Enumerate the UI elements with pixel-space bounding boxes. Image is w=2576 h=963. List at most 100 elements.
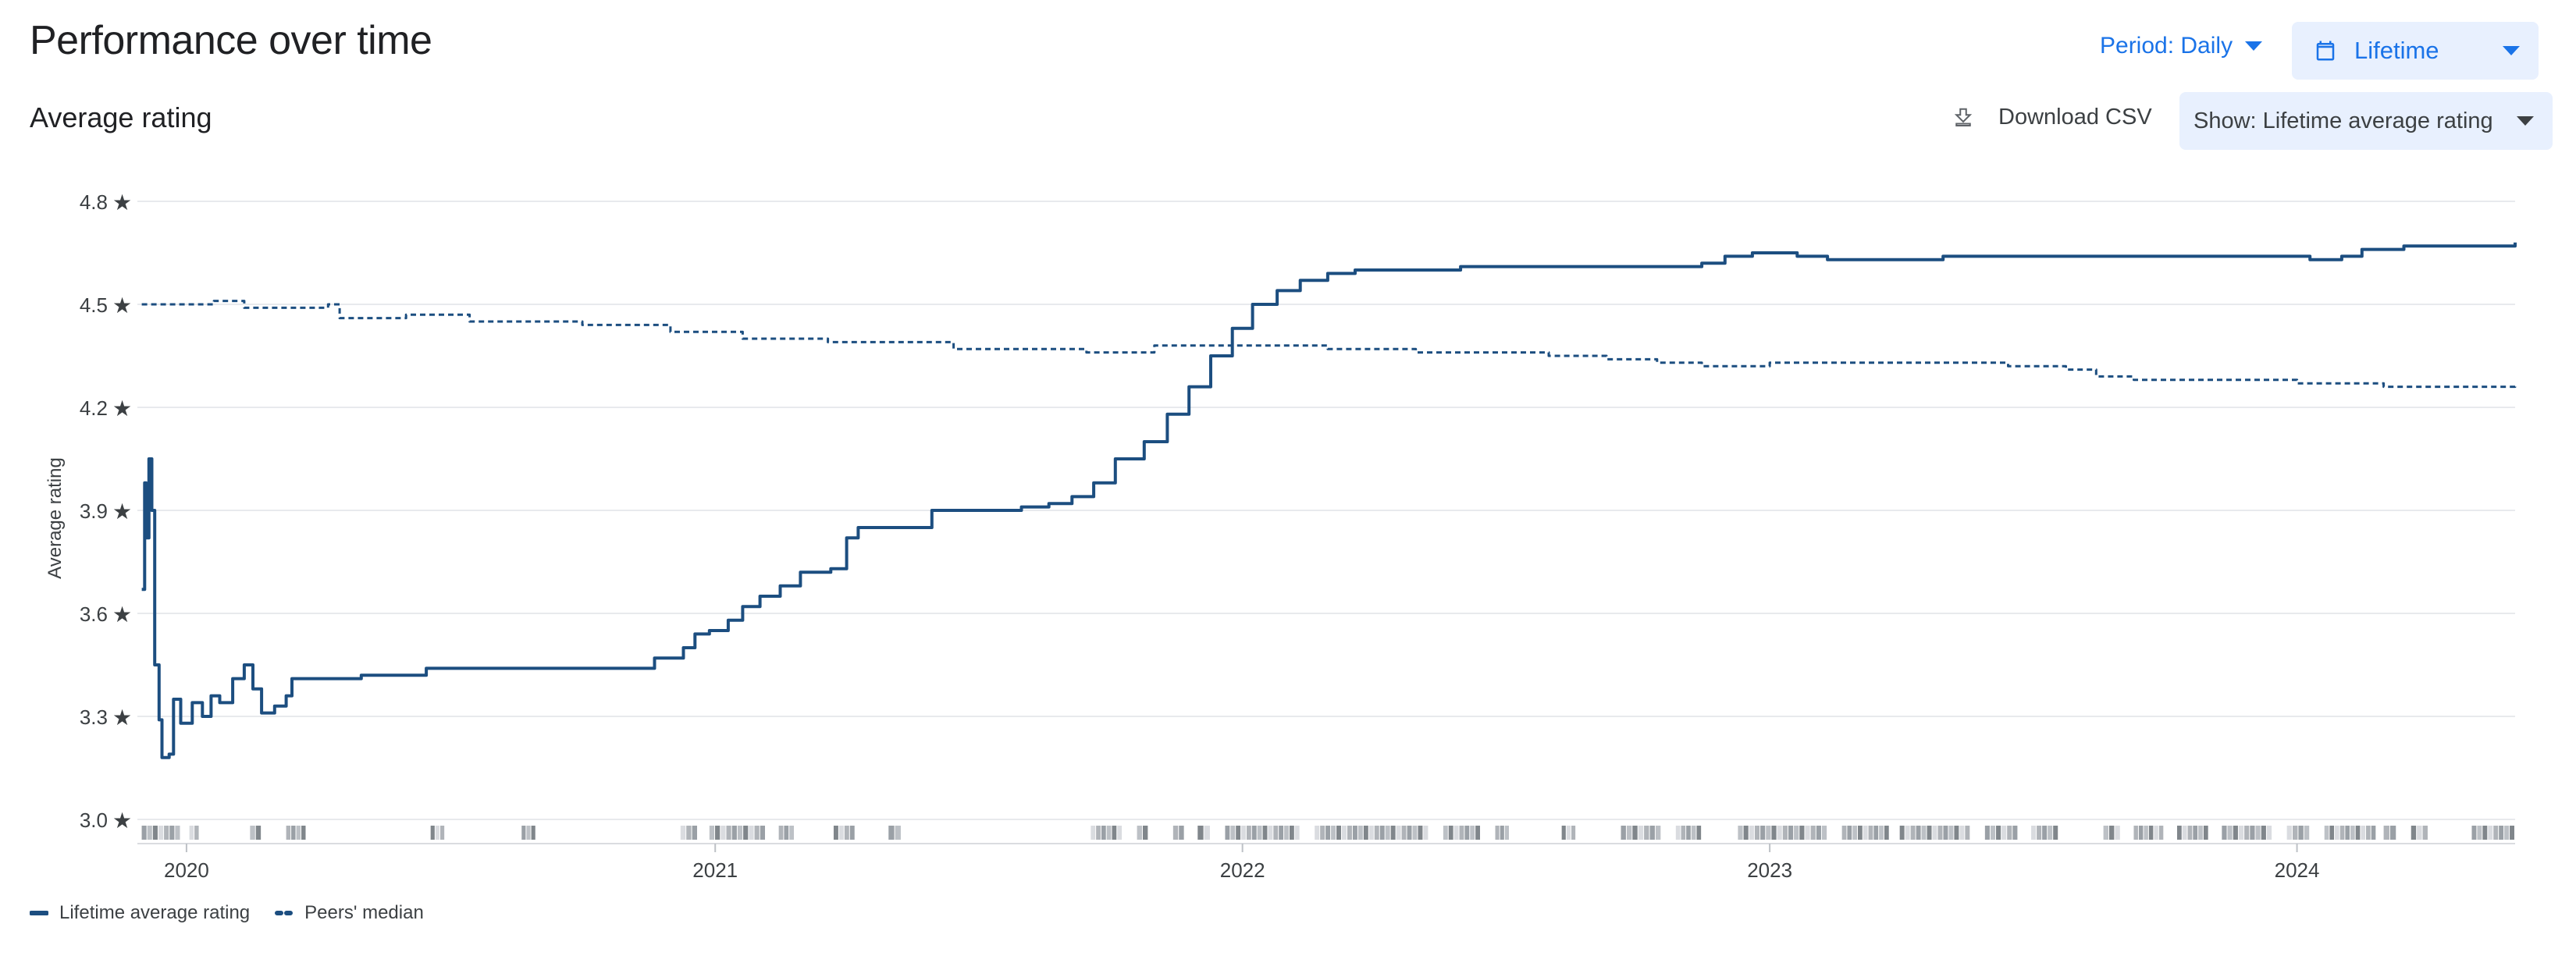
activity-tick [1916,826,1921,840]
activity-tick [2182,826,2187,840]
activity-tick [1246,826,1251,840]
activity-tick [152,826,158,840]
activity-tick [1638,826,1644,840]
activity-tick [2158,826,2164,840]
download-csv-button[interactable]: Download CSV [1952,105,2152,130]
activity-tick [1464,826,1470,840]
activity-tick [286,826,291,840]
activity-tick [1649,826,1655,840]
activity-tick [175,826,180,840]
activity-tick [1626,826,1632,840]
activity-tick [1091,826,1096,840]
activity-tick [2108,826,2115,840]
activity-tick [1954,826,1959,840]
activity-tick [844,826,849,840]
activity-tick [1777,826,1782,840]
chart-legend: Lifetime average rating Peers' median [30,902,449,924]
activity-tick [1675,826,1681,840]
legend-item-peers-median[interactable]: Peers' median [275,902,424,924]
period-dropdown[interactable]: Period: Daily [2100,33,2263,59]
activity-tick [1251,826,1257,840]
activity-tick [1996,826,2001,840]
activity-tick [2037,826,2042,840]
activity-tick [1788,826,1794,840]
chevron-down-icon [2503,46,2520,55]
activity-tick [2042,826,2048,840]
show-metric-dropdown[interactable]: Show: Lifetime average rating [2179,92,2553,150]
activity-tick [1884,826,1889,840]
activity-tick [1799,826,1805,840]
activity-tick [1984,826,1990,840]
activity-tick [778,826,784,840]
date-range-dropdown[interactable]: Lifetime [2292,22,2539,80]
activity-tick [1495,826,1500,840]
activity-tick [255,826,262,840]
activity-tick [754,826,760,840]
activity-tick [2176,826,2182,840]
activity-tick [1754,826,1760,840]
activity-tick [1858,826,1863,840]
activity-tick [1262,826,1268,840]
activity-tick [1096,826,1101,840]
activity-tick [1644,826,1649,840]
activity-tick [833,826,838,840]
activity-tick [1937,826,1943,840]
activity-tick [439,826,445,840]
activity-tick [2222,826,2227,840]
activity-tick [1749,826,1754,840]
activity-tick [531,826,535,840]
date-range-label: Lifetime [2354,37,2439,64]
x-tick-label: 2020 [164,858,209,882]
activity-tick [888,826,895,840]
activity-tick [1927,826,1932,840]
legend-item-lifetime-average[interactable]: Lifetime average rating [30,902,250,924]
activity-tick [1407,826,1412,840]
activity-tick [743,826,749,840]
activity-tick [1504,826,1510,840]
activity-tick [430,826,435,840]
activity-tick [2366,826,2371,840]
activity-tick [1423,826,1429,840]
y-tick-label: 3.6 [80,602,108,626]
activity-tick [1273,826,1279,840]
activity-tick [686,826,692,840]
activity-tick [1965,826,1970,840]
activity-tick [2187,826,2193,840]
activity-tick [2115,826,2120,840]
activity-tick [1117,826,1123,840]
activity-tick [1315,826,1320,840]
calendar-icon [2316,41,2335,61]
activity-tick [2154,826,2158,840]
star-icon: ★ [112,293,132,318]
activity-tick [1959,826,1965,840]
star-icon: ★ [112,808,132,833]
activity-tick [1459,826,1464,840]
activity-tick [784,826,789,840]
period-label: Period: Daily [2100,33,2233,59]
activity-tick [1771,826,1777,840]
activity-tick [1289,826,1294,840]
activity-tick [1921,826,1927,840]
activity-tick [2144,826,2148,840]
activity-tick [2238,826,2244,840]
activity-tick [2493,826,2499,840]
star-icon: ★ [112,705,132,730]
activity-tick [1943,826,1948,840]
activity-tick [1475,826,1481,840]
y-tick-label: 4.8 [80,190,108,214]
activity-tick [789,826,794,840]
activity-tick [1443,826,1448,840]
activity-tick [1331,826,1336,840]
section-title: Average rating [30,101,212,133]
activity-tick [1284,826,1289,840]
x-tick-label: 2023 [1747,858,1792,882]
activity-tick [1782,826,1788,840]
activity-tick [2133,826,2138,840]
y-tick-label: 3.0 [80,808,108,832]
activity-tick [849,826,855,840]
show-metric-label: Show: Lifetime average rating [2194,108,2493,133]
chevron-down-icon [2517,116,2534,126]
activity-tick [1910,826,1916,840]
activity-tick [1320,826,1325,840]
